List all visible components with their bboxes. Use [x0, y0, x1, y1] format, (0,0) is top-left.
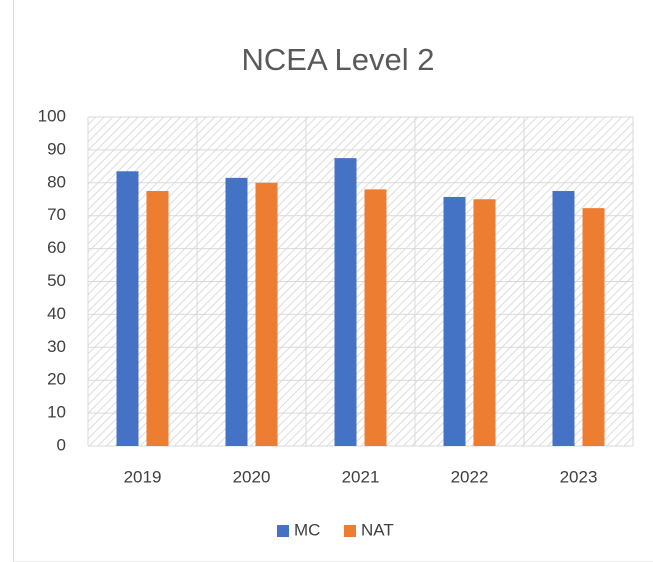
- bar: [364, 189, 387, 446]
- y-tick-label: 0: [57, 435, 66, 454]
- y-tick-label: 40: [47, 304, 66, 323]
- bar: [334, 158, 357, 446]
- x-tick-label: 2020: [233, 467, 271, 486]
- legend-swatch: [344, 525, 356, 537]
- y-tick-label: 60: [47, 238, 66, 257]
- y-tick-label: 70: [47, 205, 66, 224]
- bar: [443, 196, 466, 446]
- bar: [473, 199, 496, 446]
- bar: [552, 191, 575, 446]
- x-tick-label: 2023: [560, 467, 598, 486]
- x-tick-label: 2019: [124, 467, 162, 486]
- legend-label: NAT: [361, 520, 394, 539]
- x-tick-label: 2022: [451, 467, 489, 486]
- bar: [255, 182, 278, 447]
- legend-swatch: [277, 525, 289, 537]
- y-tick-label: 50: [47, 271, 66, 290]
- y-tick-label: 20: [47, 370, 66, 389]
- y-tick-label: 100: [38, 106, 66, 125]
- bar: [116, 171, 139, 446]
- y-tick-label: 80: [47, 172, 66, 191]
- y-tick-label: 10: [47, 403, 66, 422]
- y-tick-label: 90: [47, 139, 66, 158]
- legend-label: MC: [294, 520, 320, 539]
- bar: [146, 191, 169, 446]
- bar: [225, 177, 248, 447]
- bar: [582, 208, 605, 446]
- x-tick-label: 2021: [342, 467, 380, 486]
- y-tick-label: 30: [47, 337, 66, 356]
- chart-title: NCEA Level 2: [242, 42, 435, 77]
